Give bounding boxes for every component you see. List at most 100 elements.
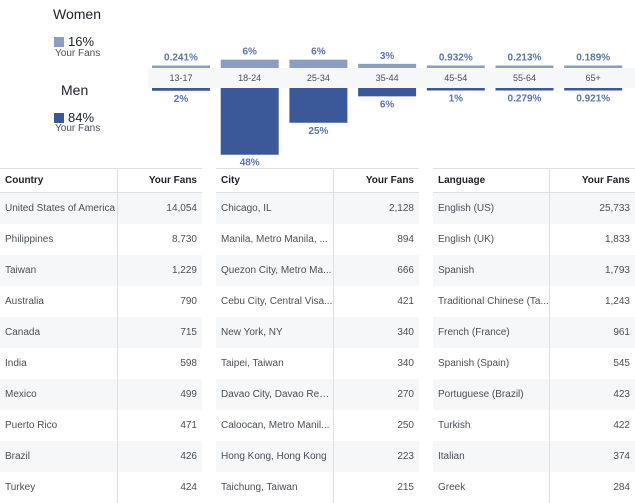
women-pct-label: 0.241% bbox=[164, 53, 198, 64]
header-country[interactable]: Country bbox=[0, 169, 118, 192]
women-pct-label: 3% bbox=[380, 51, 395, 62]
row-fans: 961 bbox=[613, 327, 630, 338]
header-fans[interactable]: Your Fans bbox=[581, 175, 630, 186]
men-bar bbox=[426, 88, 485, 91]
table-row: Manila, Metro Manila, ... 894 bbox=[216, 224, 419, 255]
women-bar bbox=[495, 65, 554, 68]
row-fans: 250 bbox=[397, 420, 414, 431]
row-name: Caloocan, Metro Manil... bbox=[216, 410, 334, 441]
row-fans: 471 bbox=[180, 420, 197, 431]
age-tick-label: 65+ bbox=[586, 73, 601, 83]
row-fans: 715 bbox=[180, 327, 197, 338]
table-row: Quezon City, Metro Ma... 666 bbox=[216, 255, 419, 286]
header-city[interactable]: City bbox=[216, 169, 334, 192]
age-axis-band bbox=[148, 68, 635, 88]
row-fans: 422 bbox=[613, 420, 630, 431]
header-fans[interactable]: Your Fans bbox=[148, 175, 197, 186]
table-row: English (US) 25,733 bbox=[433, 193, 635, 224]
men-bar bbox=[289, 88, 348, 123]
row-name: Mexico bbox=[0, 379, 118, 410]
row-name: Hong Kong, Hong Kong bbox=[216, 441, 334, 472]
row-fans: 423 bbox=[613, 389, 630, 400]
table-row: Puerto Rico 471 bbox=[0, 410, 202, 441]
table-row: Chicago, IL 2,128 bbox=[216, 193, 419, 224]
row-fans: 1,833 bbox=[604, 234, 630, 245]
table-row: Turkey 424 bbox=[0, 472, 202, 503]
table-header: Country Your Fans bbox=[0, 168, 202, 193]
women-swatch bbox=[54, 36, 64, 47]
row-fans: 284 bbox=[613, 482, 630, 493]
header-fans[interactable]: Your Fans bbox=[365, 175, 414, 186]
table-row: Canada 715 bbox=[0, 317, 202, 348]
row-name: Spanish bbox=[433, 255, 550, 286]
age-tick-label: 35-44 bbox=[376, 73, 399, 83]
row-fans: 25,733 bbox=[599, 203, 630, 214]
age-tick-label: 55-64 bbox=[513, 73, 536, 83]
row-name: Brazil bbox=[0, 441, 118, 472]
row-name: Taipei, Taiwan bbox=[216, 348, 334, 379]
row-name: Australia bbox=[0, 286, 118, 317]
women-bar bbox=[289, 59, 348, 68]
row-fans: 424 bbox=[180, 482, 197, 493]
row-name: English (US) bbox=[433, 193, 550, 224]
row-name: English (UK) bbox=[433, 224, 550, 255]
table-row: Philippines 8,730 bbox=[0, 224, 202, 255]
women-pct: 16% bbox=[68, 34, 95, 49]
row-fans: 790 bbox=[180, 296, 197, 307]
row-fans: 223 bbox=[397, 451, 414, 462]
men-pct-label: 2% bbox=[174, 94, 189, 105]
row-name: Cebu City, Central Visa... bbox=[216, 286, 334, 317]
row-name: Chicago, IL bbox=[216, 193, 334, 224]
table-row: Taichung, Taiwan 215 bbox=[216, 472, 419, 503]
row-name: Spanish (Spain) bbox=[433, 348, 550, 379]
women-bar bbox=[564, 65, 623, 68]
women-bar bbox=[358, 63, 417, 68]
row-fans: 894 bbox=[397, 234, 414, 245]
age-gender-bar-chart: 0.241% 2% 13-17 6% 48% 18-24 6% 25% 25-34 3% 6% 35-… bbox=[148, 47, 635, 168]
row-name: Traditional Chinese (Ta... bbox=[433, 286, 550, 317]
row-name: Turkish bbox=[433, 410, 550, 441]
row-name: Davao City, Davao Reg... bbox=[216, 379, 334, 410]
table-row: English (UK) 1,833 bbox=[433, 224, 635, 255]
row-fans: 14,054 bbox=[166, 203, 197, 214]
row-fans: 8,730 bbox=[171, 234, 197, 245]
men-bar bbox=[495, 88, 554, 91]
men-bar bbox=[152, 88, 210, 91]
table-row: Taiwan 1,229 bbox=[0, 255, 202, 286]
row-name: Taiwan bbox=[0, 255, 118, 286]
table-row: United States of America 14,054 bbox=[0, 193, 202, 224]
men-fans-label: Your Fans bbox=[55, 123, 101, 134]
language-table: Language Your Fans English (US) 25,733 Eng… bbox=[433, 168, 635, 503]
row-name: Quezon City, Metro Ma... bbox=[216, 255, 334, 286]
row-fans: 1,229 bbox=[171, 265, 197, 276]
men-pct-label: 0.279% bbox=[508, 94, 542, 105]
row-name: Taichung, Taiwan bbox=[216, 472, 334, 503]
row-fans: 421 bbox=[397, 296, 414, 307]
table-row: Hong Kong, Hong Kong 223 bbox=[216, 441, 419, 472]
row-name: Manila, Metro Manila, ... bbox=[216, 224, 334, 255]
men-pct-label: 1% bbox=[449, 94, 464, 105]
row-name: Greek bbox=[433, 472, 550, 503]
table-row: Portuguese (Brazil) 423 bbox=[433, 379, 635, 410]
women-bar bbox=[152, 65, 210, 68]
table-row: Davao City, Davao Reg... 270 bbox=[216, 379, 419, 410]
row-fans: 426 bbox=[180, 451, 197, 462]
table-row: Spanish 1,793 bbox=[433, 255, 635, 286]
table-row: Taipei, Taiwan 340 bbox=[216, 348, 419, 379]
table-row: Cebu City, Central Visa... 421 bbox=[216, 286, 419, 317]
men-pct-label: 25% bbox=[308, 126, 328, 137]
men-bar bbox=[564, 88, 623, 91]
row-fans: 340 bbox=[397, 327, 414, 338]
row-name: United States of America bbox=[0, 193, 118, 224]
row-name: New York, NY bbox=[216, 317, 334, 348]
header-language[interactable]: Language bbox=[433, 169, 550, 192]
row-name: Portuguese (Brazil) bbox=[433, 379, 550, 410]
table-row: Mexico 499 bbox=[0, 379, 202, 410]
men-pct: 84% bbox=[68, 110, 95, 125]
row-fans: 2,128 bbox=[388, 203, 414, 214]
men-pct-row: 84% bbox=[54, 110, 94, 125]
women-pct-label: 0.189% bbox=[576, 53, 610, 64]
row-fans: 374 bbox=[613, 451, 630, 462]
row-name: India bbox=[0, 348, 118, 379]
table-row: Greek 284 bbox=[433, 472, 635, 503]
